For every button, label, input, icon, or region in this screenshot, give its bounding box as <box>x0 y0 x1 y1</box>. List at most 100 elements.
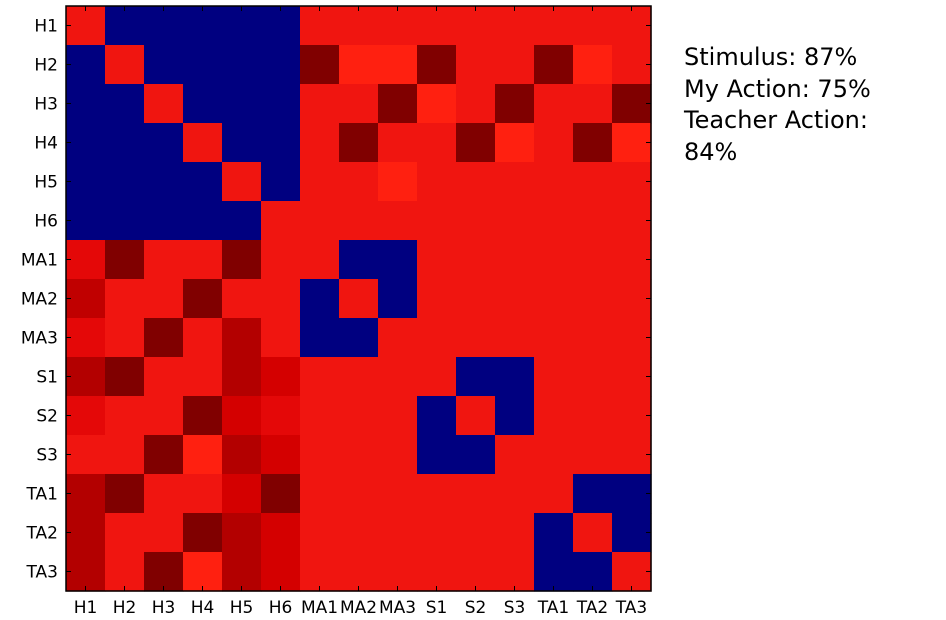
heatmap-cell-TA1-TA3 <box>612 474 652 514</box>
heatmap-cell-S1-H5 <box>222 357 262 397</box>
heatmap-cell-TA1-S1 <box>417 474 457 514</box>
heatmap-cell-TA2-S3 <box>495 513 535 553</box>
accuracy-summary: Stimulus: 87% My Action: 75% Teacher Act… <box>684 42 946 168</box>
heatmap-cell-S1-H4 <box>183 357 223 397</box>
heatmap-cell-H5-MA3 <box>378 162 418 202</box>
heatmap-cell-TA3-H2 <box>105 552 145 592</box>
y-tick-label-H5: H5 <box>34 173 58 193</box>
heatmap-cell-S3-H2 <box>105 435 145 475</box>
heatmap-cell-TA2-H5 <box>222 513 262 553</box>
heatmap-cell-H5-S1 <box>417 162 457 202</box>
heatmap-cell-TA3-MA3 <box>378 552 418 592</box>
heatmap-cell-TA1-H3 <box>144 474 184 514</box>
y-tick-label-H6: H6 <box>34 212 58 232</box>
heatmap-cell-MA1-S2 <box>456 240 496 280</box>
heatmap-cell-MA1-H2 <box>105 240 145 280</box>
heatmap-cell-MA1-H6 <box>261 240 301 280</box>
heatmap-cell-S1-MA1 <box>300 357 340 397</box>
heatmap-cell-TA2-H3 <box>144 513 184 553</box>
heatmap-cell-H2-H5 <box>222 45 262 85</box>
heatmap-cell-TA2-MA1 <box>300 513 340 553</box>
teacher-action-value: 84% <box>684 137 738 166</box>
heatmap-cell-TA1-H5 <box>222 474 262 514</box>
heatmap-cell-MA1-TA3 <box>612 240 652 280</box>
heatmap-cell-TA3-H3 <box>144 552 184 592</box>
y-tick-label-TA2: TA2 <box>25 524 58 544</box>
heatmap-cell-H6-H3 <box>144 201 184 241</box>
heatmap-cell-S2-TA1 <box>534 396 574 436</box>
heatmap-cell-S3-S2 <box>456 435 496 475</box>
heatmap-cell-H3-MA3 <box>378 84 418 124</box>
heatmap-cell-S2-MA3 <box>378 396 418 436</box>
heatmap-cell-MA2-H1 <box>66 279 106 319</box>
heatmap-cell-TA2-MA3 <box>378 513 418 553</box>
x-tick-label-MA3: MA3 <box>379 598 416 618</box>
heatmap-cell-TA1-H1 <box>66 474 106 514</box>
heatmap-cell-S2-H2 <box>105 396 145 436</box>
heatmap-cell-H2-H3 <box>144 45 184 85</box>
x-tick-label-H3: H3 <box>152 598 176 618</box>
heatmap-cell-TA1-MA3 <box>378 474 418 514</box>
heatmap-cell-S1-S1 <box>417 357 457 397</box>
heatmap-cell-H6-S3 <box>495 201 535 241</box>
heatmap-cell-S3-S3 <box>495 435 535 475</box>
stimulus-accuracy: Stimulus: 87% <box>684 43 858 71</box>
heatmap-cell-TA3-TA2 <box>573 552 613 592</box>
heatmap-cell-H2-H2 <box>105 45 145 85</box>
heatmap-cell-MA3-TA3 <box>612 318 652 358</box>
heatmap-cell-H5-H3 <box>144 162 184 202</box>
heatmap-cell-S1-H3 <box>144 357 184 397</box>
heatmap-cell-H1-MA2 <box>339 6 379 46</box>
heatmap-cell-H4-MA2 <box>339 123 379 163</box>
heatmap-cell-TA1-H4 <box>183 474 223 514</box>
heatmap-cell-H1-S1 <box>417 6 457 46</box>
heatmap-cell-MA3-MA1 <box>300 318 340 358</box>
heatmap-cell-H2-MA1 <box>300 45 340 85</box>
heatmap-cell-S1-S2 <box>456 357 496 397</box>
heatmap-cell-MA3-H5 <box>222 318 262 358</box>
heatmap-cell-MA2-MA3 <box>378 279 418 319</box>
heatmap-cell-H6-S2 <box>456 201 496 241</box>
y-tick-label-H3: H3 <box>34 95 58 115</box>
heatmap-cell-S1-H2 <box>105 357 145 397</box>
heatmap-cell-TA3-MA2 <box>339 552 379 592</box>
heatmap-cell-H3-H5 <box>222 84 262 124</box>
heatmap-cell-H5-S2 <box>456 162 496 202</box>
heatmap-cell-S1-TA1 <box>534 357 574 397</box>
heatmap-cell-H6-TA1 <box>534 201 574 241</box>
heatmap-cell-MA3-S2 <box>456 318 496 358</box>
heatmap-cell-MA2-TA1 <box>534 279 574 319</box>
heatmap-cell-MA3-MA3 <box>378 318 418 358</box>
heatmap-cell-H1-H5 <box>222 6 262 46</box>
heatmap-cell-S3-H1 <box>66 435 106 475</box>
heatmap-cell-H5-S3 <box>495 162 535 202</box>
heatmap-cell-H1-S2 <box>456 6 496 46</box>
heatmap-cell-MA1-S1 <box>417 240 457 280</box>
heatmap-cell-H2-S3 <box>495 45 535 85</box>
heatmap-cell-H6-MA1 <box>300 201 340 241</box>
heatmap-cell-H3-TA2 <box>573 84 613 124</box>
heatmap-cell-MA2-H6 <box>261 279 301 319</box>
heatmap-cell-MA3-TA2 <box>573 318 613 358</box>
heatmap-cell-MA3-H4 <box>183 318 223 358</box>
heatmap-cell-TA3-S2 <box>456 552 496 592</box>
heatmap-cell-S3-H3 <box>144 435 184 475</box>
heatmap-cell-S1-S3 <box>495 357 535 397</box>
heatmap-cell-H1-H4 <box>183 6 223 46</box>
heatmap-cell-H1-H1 <box>66 6 106 46</box>
heatmap-cell-H6-H2 <box>105 201 145 241</box>
heatmap-cell-MA1-H5 <box>222 240 262 280</box>
heatmap-cell-H6-H1 <box>66 201 106 241</box>
heatmap-cell-H5-H2 <box>105 162 145 202</box>
heatmap-cell-H5-H4 <box>183 162 223 202</box>
heatmap-cell-TA2-S1 <box>417 513 457 553</box>
heatmap-cell-MA1-MA1 <box>300 240 340 280</box>
heatmap-cell-S2-H6 <box>261 396 301 436</box>
y-tick-label-TA3: TA3 <box>25 563 58 583</box>
heatmap-cell-TA3-H6 <box>261 552 301 592</box>
heatmap-cell-S3-TA1 <box>534 435 574 475</box>
heatmap-cell-H3-H1 <box>66 84 106 124</box>
heatmap-cell-S2-H1 <box>66 396 106 436</box>
heatmap-cell-TA1-TA1 <box>534 474 574 514</box>
heatmap-cell-S2-H3 <box>144 396 184 436</box>
